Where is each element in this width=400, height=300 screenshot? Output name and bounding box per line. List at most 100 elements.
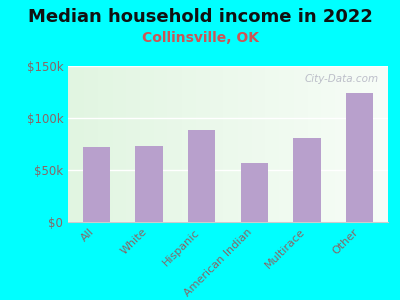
Bar [201,66,202,222]
Bar [145,66,146,222]
Bar [164,66,166,222]
Bar [335,66,337,222]
Bar [111,66,113,222]
Bar [286,66,287,222]
Bar [326,66,327,222]
Bar [186,66,188,222]
Bar [100,66,102,222]
Bar [218,66,220,222]
Bar [198,66,199,222]
Bar [159,66,161,222]
Bar [252,66,254,222]
Bar [121,66,122,222]
Bar [369,66,370,222]
Bar [321,66,322,222]
Bar [174,66,175,222]
Bar [158,66,159,222]
Bar [68,66,70,222]
Bar [202,66,204,222]
Bar [105,66,106,222]
Bar [330,66,332,222]
Bar [274,66,276,222]
Bar [196,66,198,222]
Bar [358,66,359,222]
Bar [206,66,207,222]
Bar [279,66,281,222]
Bar [374,66,375,222]
Bar [297,66,298,222]
Bar [295,66,297,222]
Bar [383,66,385,222]
Bar [89,66,90,222]
Bar [370,66,372,222]
Bar [74,66,76,222]
Bar [287,66,289,222]
Bar [161,66,162,222]
Bar [130,66,132,222]
Bar [375,66,377,222]
Bar [290,66,292,222]
Bar [150,66,151,222]
Bar [82,66,84,222]
Bar [70,66,71,222]
Bar [222,66,223,222]
Bar [114,66,116,222]
Bar [226,66,228,222]
Bar [254,66,255,222]
Bar [359,66,361,222]
Bar [230,66,231,222]
Bar [294,66,295,222]
Bar [166,66,167,222]
Bar [356,66,358,222]
Bar [239,66,241,222]
Bar [212,66,214,222]
Bar [151,66,153,222]
Bar [188,130,215,222]
Bar [302,66,303,222]
Bar [84,66,86,222]
Bar [300,66,302,222]
Bar [353,66,354,222]
Bar [126,66,127,222]
Bar [260,66,262,222]
Bar [124,66,126,222]
Bar [178,66,180,222]
Bar [103,66,105,222]
Bar [329,66,330,222]
Bar [180,66,182,222]
Bar [262,66,263,222]
Bar [362,66,364,222]
Bar [318,66,319,222]
Bar [270,66,271,222]
Bar [207,66,209,222]
Bar [118,66,119,222]
Bar [182,66,183,222]
Bar [241,163,268,222]
Bar [258,66,260,222]
Bar [137,66,138,222]
Bar [148,66,150,222]
Bar [116,66,118,222]
Bar [78,66,79,222]
Bar [122,66,124,222]
Bar [366,66,367,222]
Bar [348,66,350,222]
Bar [305,66,306,222]
Bar [156,66,158,222]
Bar [81,66,82,222]
Bar [183,66,185,222]
Bar [209,66,210,222]
Bar [110,66,111,222]
Bar [169,66,170,222]
Bar [71,66,73,222]
Bar [292,66,294,222]
Bar [385,66,386,222]
Bar [244,66,246,222]
Bar [223,66,225,222]
Bar [138,66,140,222]
Bar [90,66,92,222]
Bar [271,66,273,222]
Bar [340,66,342,222]
Bar [298,66,300,222]
Bar [324,66,326,222]
